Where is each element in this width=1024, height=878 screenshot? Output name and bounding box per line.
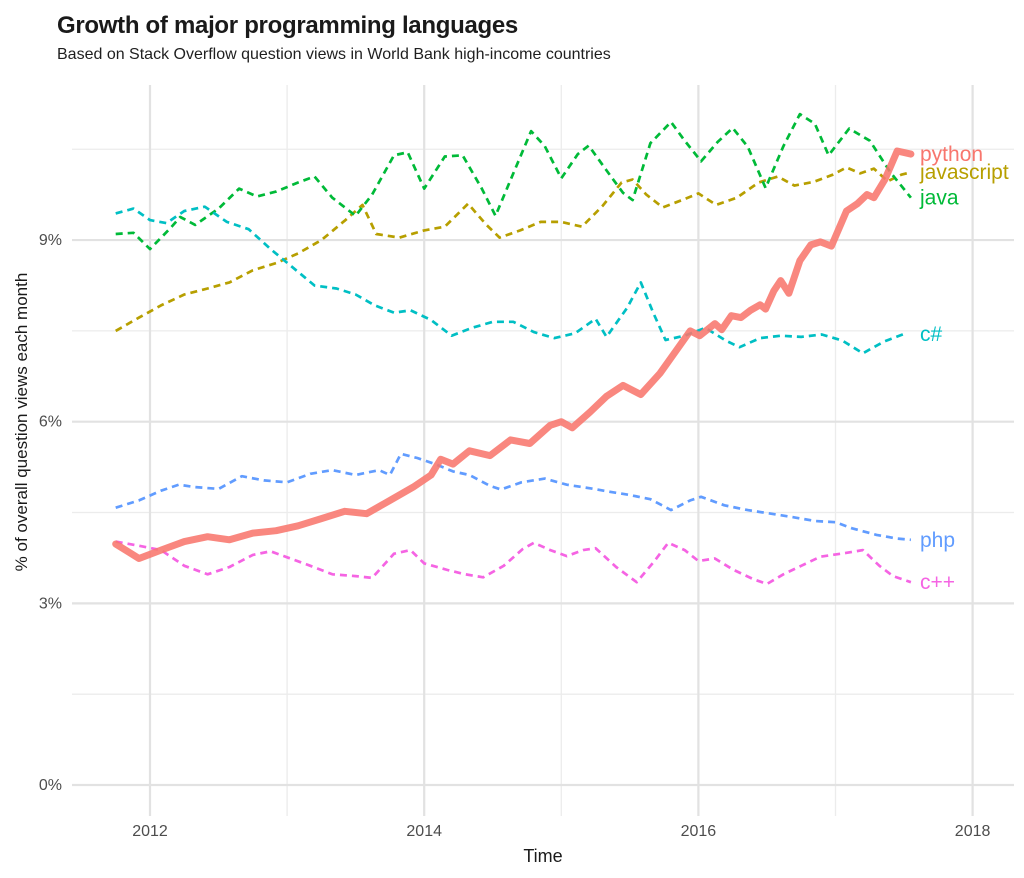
series-line-javascript (115, 166, 912, 333)
curve-label-java: java (919, 187, 959, 210)
y-tick-label-3%: 3% (39, 595, 62, 612)
y-axis-title: % of overall question views each month (12, 272, 31, 572)
curve-label-csharp: c# (920, 323, 943, 346)
y-tick-label-9%: 9% (39, 232, 62, 249)
curve-label-php: php (920, 529, 955, 552)
x-axis-title: Time (523, 846, 563, 866)
curve-label-javascript: javascript (919, 161, 1009, 184)
x-tick-label-2012: 2012 (132, 823, 168, 840)
x-tick-label-2018: 2018 (955, 823, 991, 840)
y-tick-label-0%: 0% (39, 777, 62, 794)
x-tick-label-2016: 2016 (681, 823, 717, 840)
series-line-java (115, 112, 912, 251)
x-tick-label-2014: 2014 (406, 823, 442, 840)
series-line-csharp (115, 205, 905, 355)
chart-subtitle: Based on Stack Overflow question views i… (57, 46, 611, 63)
series-line-php (115, 452, 912, 542)
curve-label-python: python (920, 143, 983, 166)
series-line-cplusplus (115, 540, 912, 586)
series-line-python (112, 147, 915, 562)
y-tick-label-6%: 6% (39, 414, 62, 431)
chart-title: Growth of major programming languages (57, 12, 518, 39)
curve-label-cplusplus: c++ (920, 571, 955, 594)
